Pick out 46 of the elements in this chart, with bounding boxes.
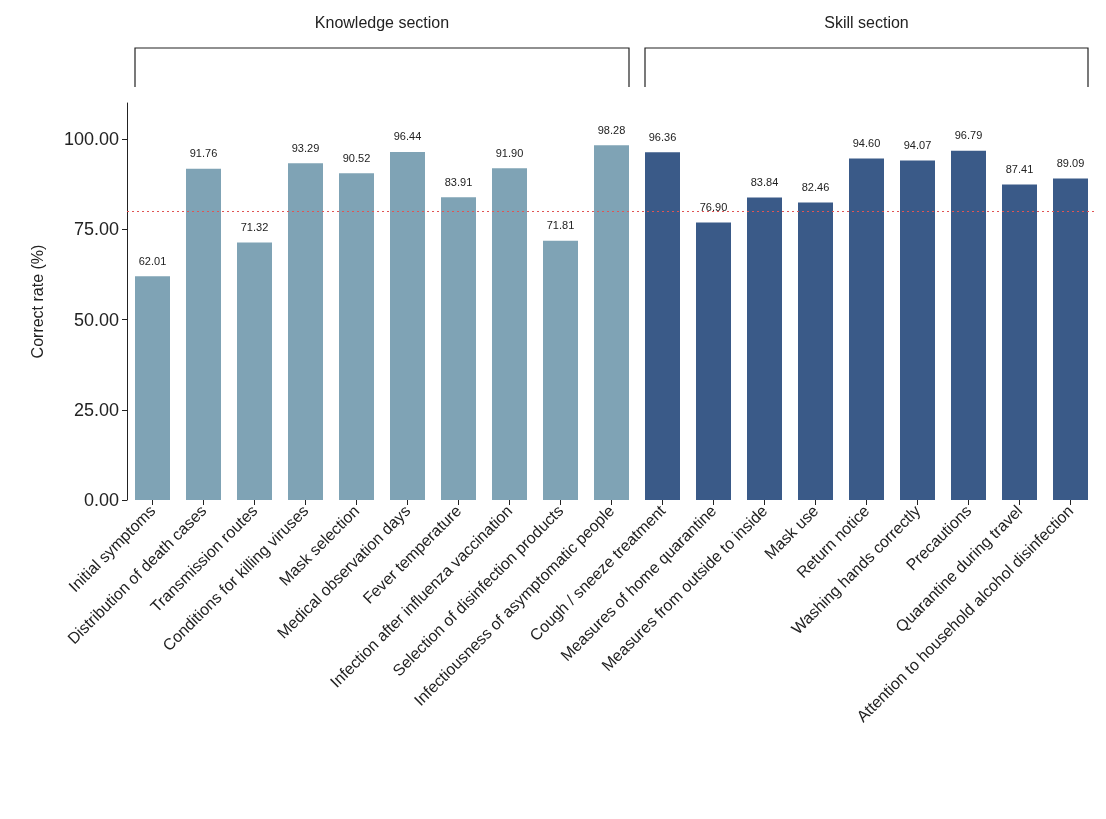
data-label: 91.90 [495, 146, 524, 159]
data-label: 96.44 [393, 130, 422, 143]
y-axis-title: Correct rate (%) [28, 244, 46, 359]
text: Skill section [824, 14, 909, 32]
bar [288, 163, 323, 500]
bar [900, 160, 935, 500]
data-label: 96.36 [648, 130, 677, 143]
data-label: 96.79 [954, 129, 983, 142]
data-label: 94.07 [903, 138, 932, 151]
data-label: 83.84 [750, 175, 779, 188]
data-label: 71.32 [240, 221, 269, 234]
bar [492, 168, 527, 500]
bar [186, 168, 221, 500]
bar [390, 151, 425, 500]
bar [951, 150, 986, 500]
bar [339, 173, 374, 500]
bar [849, 158, 884, 500]
data-label: 89.09 [1056, 156, 1085, 169]
bar [747, 197, 782, 500]
y-tick-label: 75.00 [73, 219, 119, 240]
y-tick-label: 0.00 [83, 490, 119, 510]
y-tick-label: 25.00 [73, 399, 119, 420]
text: Knowledge section [314, 14, 450, 32]
bar [1002, 184, 1037, 500]
data-label: 90.52 [342, 151, 371, 164]
bar [645, 152, 680, 500]
data-label: 71.81 [546, 219, 575, 232]
bar [1053, 178, 1088, 500]
bar [135, 276, 170, 500]
data-label: 82.46 [801, 180, 830, 193]
data-label: 93.29 [291, 141, 320, 154]
bar [696, 222, 731, 500]
data-label: 94.60 [852, 137, 881, 150]
bar [798, 202, 833, 500]
y-tick-label: 50.00 [73, 309, 119, 330]
bar [543, 240, 578, 500]
bar [594, 145, 629, 500]
data-label: 91.76 [189, 147, 218, 160]
data-label: 87.41 [1005, 163, 1034, 176]
data-label: 76.90 [699, 200, 728, 213]
bar [237, 242, 272, 500]
data-label: 83.91 [444, 175, 473, 188]
bar [441, 197, 476, 500]
y-tick-label: 100.00 [63, 129, 119, 150]
data-label: 62.01 [138, 254, 167, 267]
data-label: 98.28 [597, 123, 626, 136]
